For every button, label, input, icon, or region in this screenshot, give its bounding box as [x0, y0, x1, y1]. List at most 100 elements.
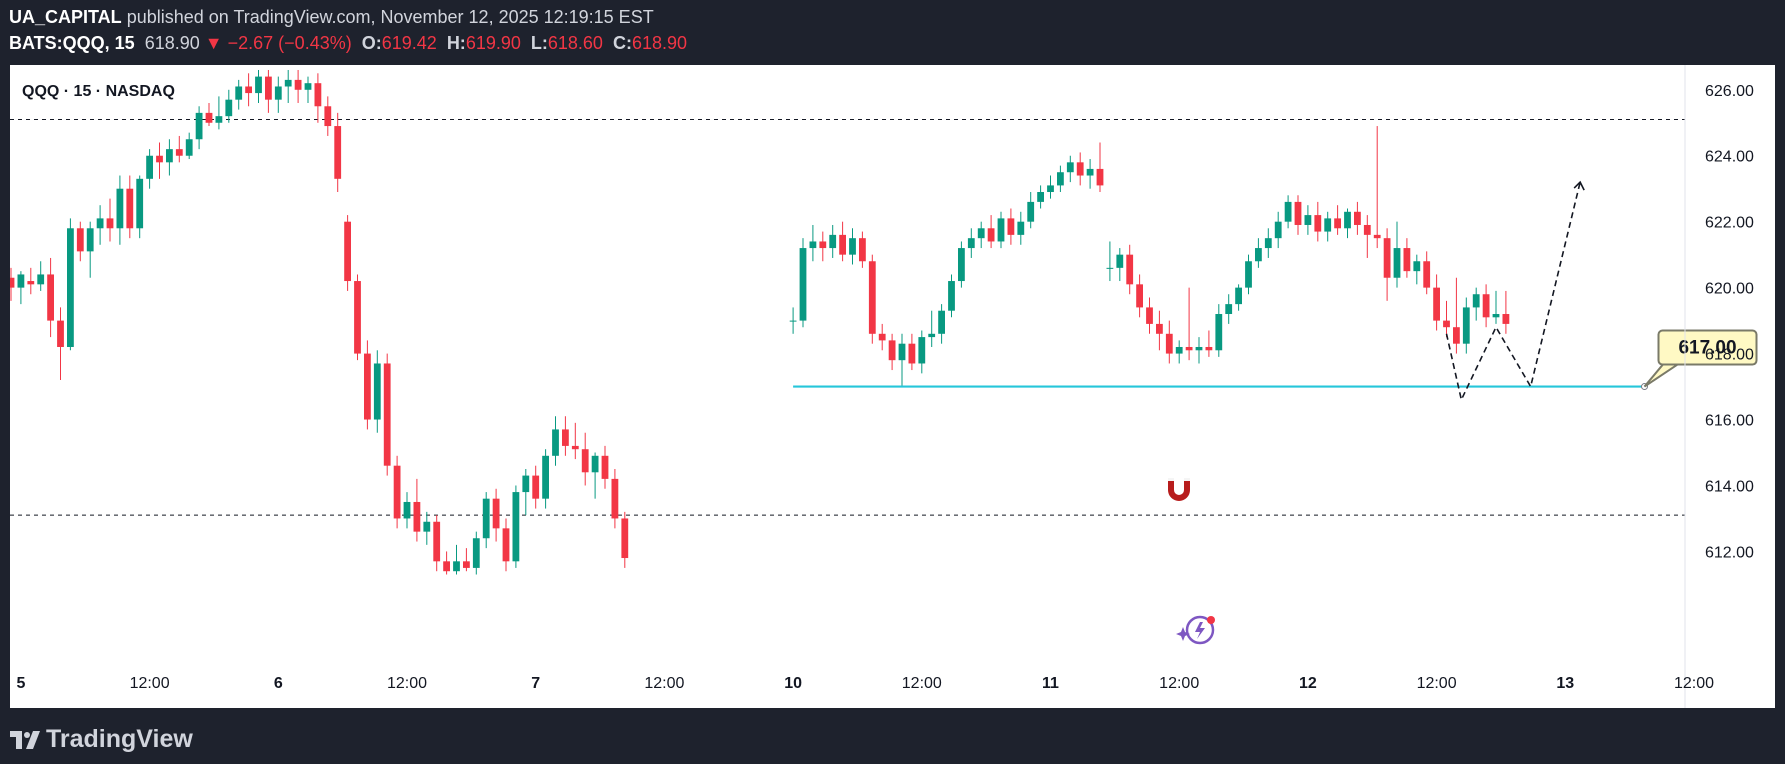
magnet-icon[interactable] [1168, 478, 1190, 501]
candle [948, 274, 955, 318]
candle [997, 211, 1005, 249]
candle-body [512, 492, 520, 562]
candle [235, 79, 243, 110]
candle-body [1245, 261, 1252, 288]
candle [1165, 320, 1173, 364]
candle [472, 531, 480, 575]
candle-body [86, 228, 94, 252]
candle-body [1126, 254, 1134, 285]
time-tick-label: 6 [274, 675, 283, 692]
support-zone[interactable]: 617.00 [793, 329, 1758, 391]
callout-pointer [1643, 361, 1684, 388]
projection-line[interactable] [1445, 181, 1581, 403]
candle [1462, 297, 1470, 354]
candle-body [1185, 346, 1193, 351]
candle-body [552, 429, 559, 456]
time-tick-label: 11 [1042, 675, 1059, 692]
candle [1106, 241, 1114, 282]
candle [571, 422, 579, 460]
candle [185, 132, 193, 160]
price-change: −2.67 (−0.43%) [227, 33, 352, 53]
candle [96, 205, 104, 245]
candle-body [146, 155, 153, 179]
candle [1027, 192, 1035, 229]
candle-body [482, 498, 490, 539]
footer-bar: TradingView [0, 709, 1785, 764]
tradingview-brand[interactable]: TradingView [10, 725, 193, 754]
candle-body [948, 281, 955, 311]
candle [1017, 211, 1025, 245]
candle-body [413, 501, 421, 532]
candle [1393, 221, 1401, 288]
candle [1413, 254, 1421, 285]
candle [1354, 201, 1361, 235]
candle-body [1136, 284, 1143, 308]
time-tick-label: 12:00 [1417, 675, 1457, 692]
candle-body [1106, 267, 1114, 269]
candle-body [562, 429, 569, 446]
candle [502, 518, 510, 572]
candle-body [502, 528, 510, 562]
candle [1037, 185, 1044, 209]
candle [512, 485, 520, 568]
candle [1274, 211, 1282, 249]
candle [37, 261, 45, 291]
candle [1146, 297, 1153, 334]
candle [601, 445, 609, 489]
candle-body [255, 76, 262, 94]
candle [443, 551, 450, 575]
high-value: 619.90 [465, 33, 521, 53]
candle [1225, 294, 1233, 324]
candle [839, 221, 846, 262]
candle [453, 544, 460, 575]
candle [1403, 238, 1411, 278]
candle-body [205, 112, 213, 123]
candle [10, 267, 15, 301]
candle-body [1255, 248, 1262, 262]
open-label: O: [361, 33, 382, 53]
candle-body [888, 340, 896, 361]
candle [938, 304, 945, 344]
candle [57, 307, 64, 380]
candle [225, 89, 233, 123]
candle-body [878, 333, 886, 341]
candle-body [1007, 218, 1015, 235]
projection-path[interactable] [1445, 180, 1585, 403]
candle [1007, 208, 1015, 245]
candle-body [958, 248, 965, 282]
candle [1185, 287, 1193, 361]
candle-body [1274, 221, 1282, 239]
candle-body [1264, 238, 1272, 249]
candle [918, 330, 926, 374]
sparkle-assistant-icon[interactable] [1176, 615, 1215, 645]
candle [354, 274, 361, 361]
candle-body [1393, 248, 1401, 278]
candle-body [809, 241, 817, 249]
time-axis[interactable]: 5 12:00 6 12:00 7 12:00 10 12:00 11 12:00 12 12:00 1… [16, 675, 1775, 692]
publish-header: UA_CAPITAL published on TradingView.com,… [0, 0, 1785, 64]
candle [1076, 152, 1084, 186]
brand-name: TradingView [46, 725, 193, 753]
candle-body [1502, 314, 1510, 324]
candle [958, 241, 965, 288]
candle [463, 548, 470, 572]
candle-body [443, 561, 450, 572]
candle-body [403, 501, 411, 519]
candle-body [1304, 215, 1312, 225]
price-axis[interactable]: 626.00 624.00 622.00 620.00 618.00 616.00 614.… [1705, 83, 1754, 562]
candle-body [314, 83, 322, 107]
candle [344, 215, 351, 291]
callout-box[interactable] [1657, 329, 1758, 366]
publisher-name[interactable]: UA_CAPITAL [9, 7, 122, 27]
time-tick-label: 13 [1556, 675, 1574, 692]
candle [1423, 251, 1431, 295]
candle [175, 135, 183, 163]
candle-body [67, 228, 74, 347]
candle-body [463, 561, 470, 568]
candle-body [116, 188, 124, 229]
candle-body [274, 86, 282, 100]
candle-body [1363, 224, 1371, 235]
price-chart[interactable]: 617.00 626.00 624.00 622.00 620.00 618.00 616… [10, 65, 1775, 708]
candle [928, 310, 936, 347]
candle [1195, 337, 1203, 364]
